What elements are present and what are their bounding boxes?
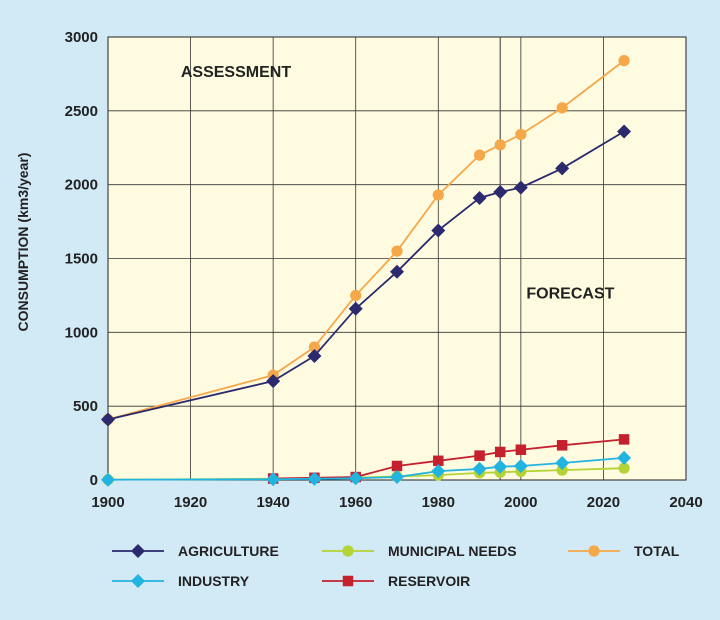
annotation-forecast: FORECAST <box>526 285 614 302</box>
y-axis-label: CONSUMPTION (km3/year) <box>15 153 31 332</box>
data-point-reservoir <box>494 446 506 458</box>
y-tick-label: 1000 <box>65 324 98 341</box>
data-point-agriculture <box>266 374 281 389</box>
data-point-reservoir <box>391 460 403 472</box>
data-point-total <box>494 139 506 151</box>
data-point-reservoir <box>515 444 527 455</box>
data-point-total <box>473 149 486 161</box>
data-point-total <box>391 245 403 257</box>
data-point-industry <box>101 472 115 487</box>
x-tick-label: 1980 <box>422 494 455 511</box>
data-point-agriculture <box>472 190 487 205</box>
data-point-reservoir <box>618 434 630 445</box>
legend-label: AGRICULTURE <box>178 543 279 559</box>
series-agriculture <box>101 124 632 427</box>
data-point-reservoir <box>474 450 485 461</box>
x-tick-label: 2000 <box>504 494 537 511</box>
data-point-municipal-needs <box>618 462 630 474</box>
legend-item-agriculture: AGRICULTURE <box>112 543 279 559</box>
legend-marker <box>131 544 145 558</box>
axis-ticks: 0 500 1000 1500 2000 2500 3000 1900 1920 1940 1960… <box>65 29 703 511</box>
data-point-reservoir <box>556 440 568 451</box>
data-point-industry <box>348 471 363 486</box>
data-point-industry <box>513 458 528 473</box>
x-tick-label: 1900 <box>91 494 124 511</box>
y-tick-label: 0 <box>90 472 98 489</box>
data-point-industry <box>431 464 446 479</box>
data-point-agriculture <box>348 301 363 316</box>
data-point-reservoir <box>433 455 444 467</box>
series-industry <box>101 450 632 487</box>
data-point-industry <box>307 471 322 486</box>
legend-marker <box>342 545 354 557</box>
legend-marker <box>131 574 145 588</box>
data-point-total <box>556 102 568 114</box>
legend-label: MUNICIPAL NEEDS <box>388 543 517 559</box>
data-point-agriculture <box>493 185 508 200</box>
y-tick-label: 500 <box>73 398 98 415</box>
x-tick-label: 1940 <box>256 494 289 511</box>
legend-label: RESERVOIR <box>388 573 470 589</box>
data-point-industry <box>617 450 632 465</box>
x-tick-label: 2020 <box>587 494 620 511</box>
series-layer <box>101 55 632 487</box>
data-point-agriculture <box>513 180 528 195</box>
data-point-agriculture <box>101 412 115 427</box>
y-tick-label: 2000 <box>65 177 98 194</box>
data-point-industry <box>390 470 404 485</box>
x-tick-label: 1960 <box>339 494 372 511</box>
annotation-assessment: ASSESSMENT <box>181 64 291 81</box>
data-point-agriculture <box>555 161 570 176</box>
data-point-total <box>432 189 444 201</box>
data-point-agriculture <box>307 348 322 363</box>
y-tick-label: 3000 <box>65 29 98 46</box>
x-tick-label: 1920 <box>174 494 207 511</box>
data-point-industry <box>493 459 508 474</box>
data-point-industry <box>472 461 487 476</box>
data-point-agriculture <box>617 124 632 139</box>
data-point-municipal-needs <box>556 464 568 476</box>
data-point-industry <box>266 472 281 487</box>
y-tick-label: 1500 <box>65 251 98 268</box>
data-point-total <box>350 289 362 302</box>
data-point-agriculture <box>390 264 404 279</box>
data-point-agriculture <box>431 223 446 238</box>
grid-lines <box>108 37 686 480</box>
legend-item-reservoir: RESERVOIR <box>322 573 470 589</box>
legend-item-municipal-needs: MUNICIPAL NEEDS <box>322 543 517 559</box>
legend-marker <box>342 575 354 587</box>
legend-item-industry: INDUSTRY <box>112 573 250 589</box>
legend-marker <box>588 545 600 557</box>
y-tick-label: 2500 <box>65 103 98 120</box>
legend-item-total: TOTAL <box>568 543 680 559</box>
data-point-industry <box>555 456 570 471</box>
data-point-total <box>515 128 527 141</box>
series-line-reservoir <box>273 438 625 480</box>
legend-label: INDUSTRY <box>178 573 250 589</box>
x-tick-label: 2040 <box>669 494 702 511</box>
legend: AGRICULTURE MUNICIPAL NEEDS TOTAL INDUSTRY R… <box>112 543 680 589</box>
legend-label: TOTAL <box>634 543 680 559</box>
data-point-total <box>618 55 630 67</box>
data-point-total <box>308 341 321 353</box>
